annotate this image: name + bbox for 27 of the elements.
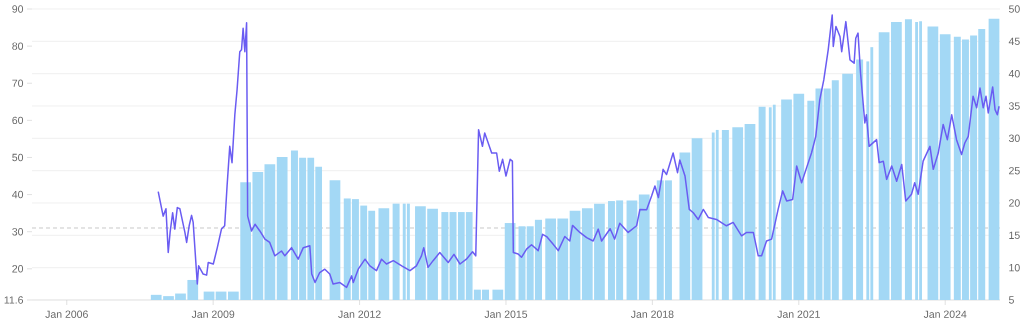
y-tick-label: 50 [1008,5,1020,13]
x-tick-label: Jan 2024 [923,310,967,318]
y2-tick-label: 11.6 [4,296,24,304]
x-tick-label: Jan 2021 [777,310,820,318]
y-tick-label: 40 [1008,69,1020,78]
y-tick-label: 20 [1009,199,1020,207]
y-tick-label: 10 [1009,263,1020,272]
x-tick-label: Jan 2006 [45,310,88,318]
y-tick-label: 30 [1008,134,1020,143]
x-tick-label: Jan 2012 [338,310,381,318]
y-tick-label: 15 [1009,231,1020,239]
y2-tick-label: 30 [12,227,24,236]
x-tick-label: Jan 2015 [484,310,528,318]
x-tick-label: Jan 2018 [630,310,674,318]
y2-tick-label: 70 [12,79,24,87]
y2-tick-label: 60 [12,116,24,125]
y2-tick-label: 90 [12,5,24,13]
y2-tick-label: 80 [12,42,24,50]
y-tick-label: 45 [1008,37,1020,46]
y-tick-label: 25 [1009,166,1020,175]
y2-tick-label: 50 [12,153,24,162]
x-tick-label: Jan 2009 [191,310,235,318]
line-series [157,14,1000,289]
y2-tick-label: 20 [12,265,24,273]
y-tick-label: 35 [1008,102,1020,110]
y-tick-label: 5 [1008,296,1014,304]
y2-tick-label: 40 [12,190,24,199]
